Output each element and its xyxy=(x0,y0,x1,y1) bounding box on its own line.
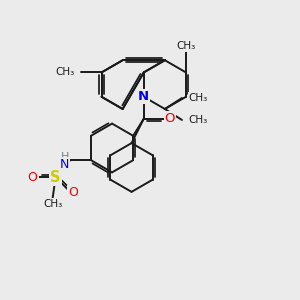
Text: N: N xyxy=(138,90,149,103)
Text: O: O xyxy=(165,112,175,125)
Text: N: N xyxy=(59,158,69,171)
Text: CH₃: CH₃ xyxy=(43,199,62,209)
Text: O: O xyxy=(68,186,78,199)
Text: CH₃: CH₃ xyxy=(188,93,208,103)
Text: CH₃: CH₃ xyxy=(55,68,74,77)
Text: CH₃: CH₃ xyxy=(176,41,196,51)
Text: H: H xyxy=(60,152,69,162)
Text: O: O xyxy=(28,171,38,184)
Text: CH₃: CH₃ xyxy=(188,115,208,125)
Text: S: S xyxy=(50,170,61,185)
